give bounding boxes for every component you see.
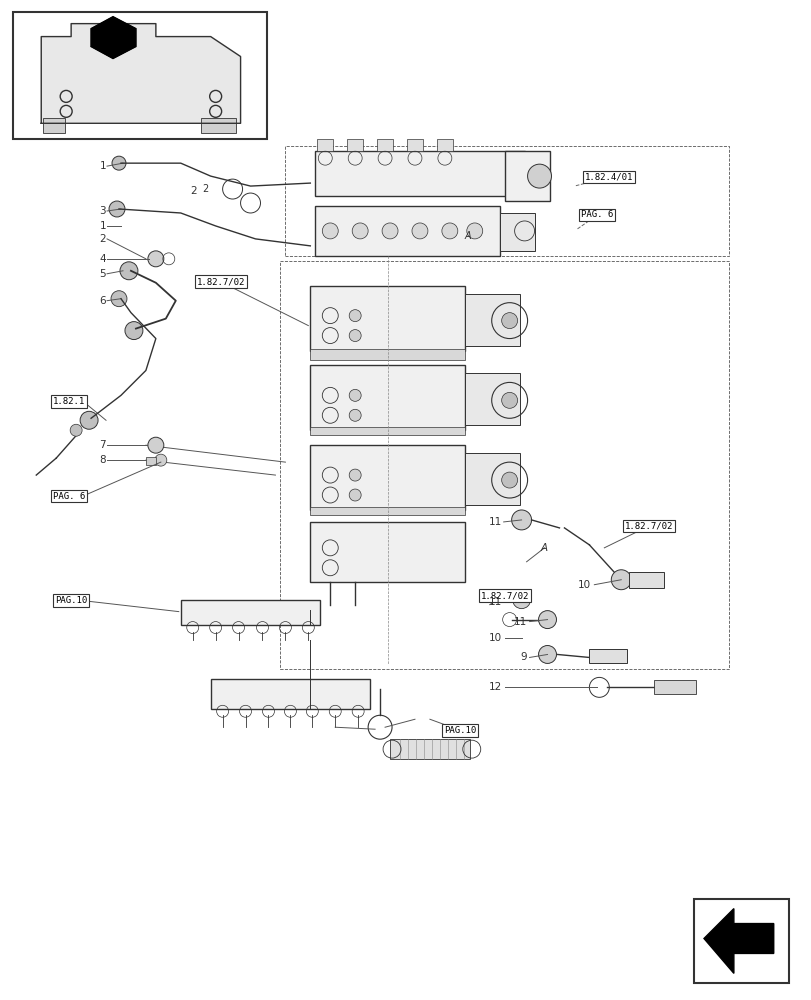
Bar [315,206,499,256]
Circle shape [349,489,361,501]
Bar [210,679,370,709]
Bar [43,118,65,133]
Circle shape [349,389,361,401]
Bar [310,349,464,360]
Text: A: A [464,231,470,241]
Circle shape [441,223,457,239]
Bar [464,294,519,346]
Text: 2: 2 [99,234,106,244]
Text: 2: 2 [202,184,208,194]
Text: 1: 1 [99,221,106,231]
Bar [315,151,524,196]
Text: PAG.10: PAG.10 [443,726,475,735]
Circle shape [512,591,530,609]
Bar [693,899,787,983]
Bar [310,507,464,515]
Circle shape [611,570,630,590]
Circle shape [501,472,517,488]
Circle shape [322,223,338,239]
Circle shape [148,437,164,453]
Bar [499,213,534,251]
Text: PAG. 6: PAG. 6 [53,492,84,501]
Bar [389,739,470,759]
Text: 5: 5 [99,269,106,279]
Text: 2: 2 [190,186,196,196]
Text: 3: 3 [99,206,106,216]
Bar [310,445,464,510]
Circle shape [352,223,367,239]
Circle shape [501,392,517,408]
Text: PAG.10: PAG.10 [55,596,87,605]
Circle shape [538,646,556,663]
Circle shape [349,469,361,481]
Text: 11: 11 [513,617,526,627]
Bar [146,457,156,465]
Text: 11: 11 [488,597,501,607]
Bar [181,600,320,625]
Circle shape [112,156,126,170]
Circle shape [120,262,138,280]
Text: 10: 10 [488,633,501,643]
Circle shape [538,611,556,629]
Circle shape [111,291,127,307]
Bar [280,261,728,669]
Bar [347,139,363,151]
Text: 1: 1 [99,161,106,171]
Text: A: A [540,543,547,553]
Circle shape [109,201,125,217]
Bar [376,139,393,151]
Text: 9: 9 [519,652,526,662]
Bar [285,146,728,256]
Polygon shape [41,24,240,123]
Text: 1.82.7/02: 1.82.7/02 [624,521,672,530]
Bar [589,649,626,663]
Circle shape [349,409,361,421]
Text: 7: 7 [99,440,106,450]
Polygon shape [703,909,773,973]
Bar [200,118,235,133]
Bar [629,572,663,588]
Text: 1.82.7/02: 1.82.7/02 [196,277,245,286]
Bar [406,139,423,151]
Bar [464,373,519,425]
Text: 12: 12 [488,682,501,692]
Circle shape [125,322,143,340]
Bar [317,139,333,151]
Text: 4: 4 [99,254,106,264]
Circle shape [382,223,397,239]
Text: 1.82.1: 1.82.1 [53,397,84,406]
Circle shape [501,313,517,329]
Bar [310,522,464,582]
Circle shape [155,454,166,466]
Bar [436,139,453,151]
Text: 6: 6 [99,296,106,306]
Circle shape [349,330,361,342]
Circle shape [527,164,551,188]
Text: 1.82.4/01: 1.82.4/01 [585,173,633,182]
Circle shape [80,411,98,429]
Bar [310,286,464,351]
Bar [464,453,519,505]
Bar [310,427,464,435]
Text: 8: 8 [99,455,106,465]
Bar [654,680,695,694]
Circle shape [466,223,483,239]
Polygon shape [91,17,135,59]
Circle shape [511,510,531,530]
Text: 10: 10 [577,580,590,590]
Text: 1.82.7/02: 1.82.7/02 [480,591,528,600]
Bar [13,12,267,139]
Bar [310,365,464,430]
Circle shape [411,223,427,239]
Circle shape [70,424,82,436]
Text: PAG. 6: PAG. 6 [580,210,612,219]
Circle shape [148,251,164,267]
Bar [504,151,549,201]
Text: 11: 11 [488,517,501,527]
Circle shape [349,310,361,322]
